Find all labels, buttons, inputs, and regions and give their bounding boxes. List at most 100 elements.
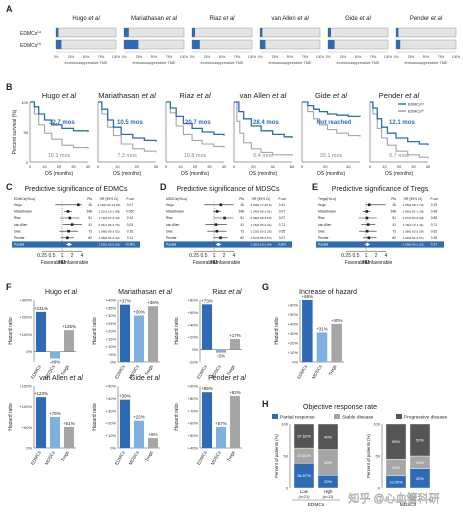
bar-y-tick: 0% [110,446,116,451]
panel-a-axis-label: Immunosuppressive TME [201,61,244,65]
panel-a-fill-bar [56,40,62,49]
panel-a-tick-label: 50% [423,55,430,59]
forest-study-name: van Allen [14,223,28,227]
bar-rect [302,300,313,362]
bar-y-tick: -20% [189,360,199,365]
forest-point [77,203,80,207]
panel-b-curve-edmcs-high [302,101,361,137]
panel-b-x-tick: 40 [270,164,275,169]
forest-study-name: Riaz [318,216,325,220]
panel-b-curve-edmcs-high [370,101,429,159]
bar-rect [331,323,342,362]
panel-b-curve-edmcs-high [30,101,89,149]
panel-h-y-tick: 100 [373,422,380,427]
panel-h-legend-swatch [272,414,278,419]
forest-favorable-label: Favorable [193,260,215,266]
panel-h-segment-label: 23.81% [297,453,311,458]
bar-category-label: Tregs [60,363,70,376]
bar-y-tick: +200% [19,315,32,320]
forest-hr-ci: 1.58(0.83-3.02) [98,229,119,233]
bar-y-tick: +50% [22,425,33,430]
panel-a-tick-label: 25% [340,55,347,59]
forest-hr-ci: 2.01(1.06-4.79) [98,223,119,227]
bar-y-tick: +150% [19,384,32,389]
bar-y-tick: +20% [106,329,117,334]
panel-b-plot-title: Gide et al [315,91,347,100]
forest-pts: 348 [86,210,92,214]
panel-a-fill-bar [396,28,399,37]
bar-chart-title: van Allen et al [39,375,83,382]
panel-b-median-high: 16.3 mos [48,153,71,159]
panel-b-median-low: Not reached [317,120,352,126]
bar-value-label: -40% [50,360,61,365]
bar-y-tick: +40% [188,322,199,327]
bar-value-label: +65% [302,294,314,299]
panel-h-legend-label: Stable disease [342,415,374,421]
panel-h-segment-label: 30% [416,476,424,481]
panel-b-curve-edmcs-low [30,101,89,132]
forest-pts: 82 [88,236,92,240]
bar-rect [201,304,213,350]
forest-study-name: Mariathasan [14,210,32,214]
bar-y-tick: +100% [19,404,32,409]
forest-pts: 51 [392,216,396,220]
panel-b-x-tick: 20 [251,164,256,169]
forest-study-name: Pender [14,236,26,240]
forest-point [215,229,219,233]
bar-rect [35,397,47,448]
bar-category-label: EDMCs [196,363,208,380]
forest-point [66,210,70,213]
bar-rect [49,417,61,448]
bar-y-label: Hazard ratio [8,317,14,344]
forest-header-hr: HR (95% CI) [404,197,423,201]
forest-study-name: Mariathasan [318,210,336,214]
forest-point [366,223,370,226]
forest-x-tick: 2 [71,253,74,259]
forest-column-label: MDSCs(Hi:Lo) [166,197,187,201]
panel-b-x-label: OS (months) [45,171,74,177]
panel-b-x-tick: 0 [97,164,100,169]
bar-y-tick: +25% [106,321,117,326]
panel-a-tick-label: 0% [258,55,263,59]
panel-h-segment-label: 20% [324,479,332,484]
forest-p-value: 0.07 [279,236,286,240]
bar-category-label: Tregs [226,449,236,462]
bar-y-tick: +80% [188,298,199,303]
forest-hr-ci: 1.22(0.81-2.07) [402,236,423,240]
panel-a-axis-label: Immunosuppressive TME [405,61,448,65]
bar-y-tick: +10% [106,344,117,349]
panel-h-y-tick: 50 [376,454,381,459]
panel-b-curve-edmcs-high [166,101,225,148]
panel-a-fill-bar [124,28,129,37]
bar-y-label: Hazard ratio [92,317,98,344]
bar-y-tick: 0% [192,347,198,352]
forest-point [68,216,72,220]
panel-b-curve-edmcs-low [370,101,429,146]
panels-c-d-e-forest-plots: Predictive significance of EDMCs EDMCs(Hi… [12,186,444,266]
bar-chart-title: Pender et al [208,375,246,382]
panel-b-x-tick: 20 [397,164,402,169]
panel-b-x-tick: 20 [134,164,139,169]
bar-category-label: Tregs [226,363,236,376]
forest-header-p: P-val [126,197,134,201]
bar-y-tick: +60% [188,421,199,426]
panel-h-segment-label: 37.62% [297,434,311,439]
forest-header-pts: Pts [87,197,92,201]
panel-a-track [395,27,457,38]
bar-rect [63,330,75,352]
bar-rect [119,399,131,448]
panel-a-study-title: Mariathasan et al [131,16,178,22]
forest-header-pts: Pts [239,197,244,201]
bar-rect [35,311,47,352]
panel-a-tick-label: 100% [248,55,256,59]
forest-x-tick: 1 [365,253,368,259]
panel-a-tick-label: 100% [452,55,460,59]
forest-point [70,223,74,226]
panel-a-tick-label: 0% [122,55,127,59]
forest-hr-ci: 1.25(0.98-7.74) [402,203,423,207]
bar-rect [133,420,145,448]
panel-a-tick-label: 75% [302,55,309,59]
bar-value-label: -5% [217,354,225,359]
panel-b-y-tick: 0 [26,160,29,165]
bar-chart-title: Gide et al [130,375,160,382]
